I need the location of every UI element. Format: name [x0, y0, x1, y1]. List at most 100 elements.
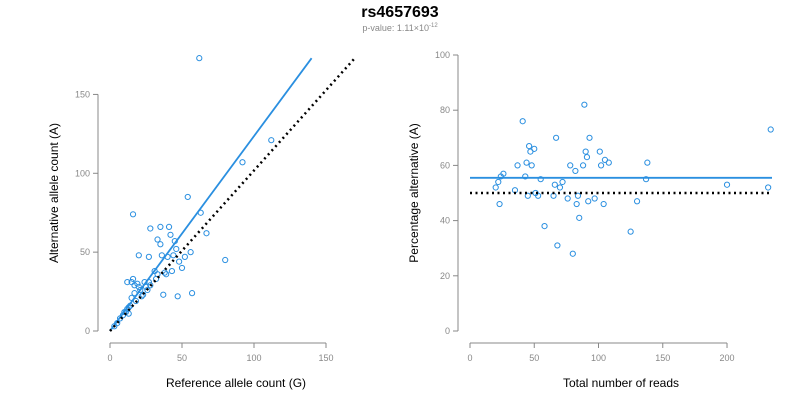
chart-subtitle: p-value: 1.11×10-12 [0, 23, 800, 33]
data-point [268, 137, 275, 144]
p-value-text: p-value: 1.11×10 [362, 23, 429, 33]
data-point [519, 118, 526, 125]
data-point [597, 162, 605, 169]
x-tick-label: 200 [720, 353, 735, 363]
data-point [567, 162, 574, 169]
data-point [173, 245, 180, 253]
data-point [167, 231, 174, 238]
data-point [174, 293, 181, 300]
data-point [524, 192, 531, 199]
data-point [582, 148, 589, 155]
data-point [576, 214, 583, 221]
data-point [124, 279, 131, 286]
data-point [526, 142, 533, 150]
y-tick-label: 150 [75, 89, 90, 99]
data-point [537, 176, 544, 183]
data-point [574, 192, 582, 199]
y-tick-label: 100 [435, 50, 450, 60]
chart-title: rs4657693 [361, 4, 439, 21]
data-point [642, 176, 650, 183]
data-point [523, 159, 530, 166]
data-point [196, 55, 203, 62]
data-point [553, 134, 560, 141]
data-point [129, 211, 137, 218]
data-point [140, 291, 147, 298]
data-point [154, 236, 161, 243]
data-point [644, 159, 651, 166]
data-point [551, 181, 558, 188]
plot-allele-counts: 0 50 100 150 0 50 100 150 Reference allele count… [47, 55, 356, 390]
data-point [528, 162, 535, 169]
data-point [158, 252, 165, 259]
data-point [586, 134, 593, 141]
x-tick-label: 50 [177, 353, 187, 363]
data-point [222, 256, 229, 264]
data-point [600, 200, 607, 208]
data-point [765, 184, 772, 191]
data-point [176, 258, 183, 265]
data-point [138, 293, 145, 300]
y-tick-label: 50 [80, 247, 90, 257]
data-point [596, 148, 603, 155]
data-point [178, 264, 186, 272]
data-point [514, 162, 521, 169]
y-axis-title: Alternative allele count (A) [47, 123, 61, 263]
data-point [132, 297, 140, 305]
x-tick-label: 0 [107, 353, 112, 363]
fit-line [109, 57, 313, 332]
x-tick-label: 0 [467, 353, 472, 363]
data-point [203, 230, 210, 237]
x-axis-title: Reference allele count (G) [166, 376, 306, 390]
data-point [188, 290, 196, 297]
data-point [492, 184, 499, 191]
data-point [239, 159, 246, 166]
data-point [157, 223, 164, 231]
data-point [145, 253, 152, 260]
data-point [157, 241, 164, 248]
y-tick-label: 80 [440, 105, 450, 115]
data-point [129, 275, 137, 283]
x-axis-title: Total number of reads [563, 376, 679, 390]
y-axis-title: Percentage alternative (A) [407, 123, 421, 262]
y-tick-label: 40 [440, 216, 450, 226]
x-tick-label: 100 [591, 353, 606, 363]
data-point [163, 271, 170, 278]
data-point [184, 193, 191, 201]
data-point [579, 162, 587, 169]
data-point [541, 223, 548, 230]
x-tick-label: 150 [318, 353, 333, 363]
data-point [583, 154, 591, 161]
data-point [633, 198, 641, 205]
y-tick-label: 0 [85, 326, 90, 336]
data-point [535, 192, 542, 199]
data-point [605, 159, 612, 166]
data-point [569, 250, 576, 257]
data-point [135, 252, 142, 259]
data-point [147, 225, 154, 232]
data-point [154, 271, 161, 278]
data-point [137, 286, 144, 294]
data-point [168, 267, 176, 275]
p-value-exponent: -12 [428, 23, 438, 29]
data-point [131, 282, 138, 289]
data-point [581, 101, 588, 108]
data-point [144, 286, 151, 294]
x-tick-label: 150 [655, 353, 670, 363]
data-point [723, 181, 731, 188]
data-point [181, 253, 188, 260]
data-point [559, 178, 566, 186]
y-tick-label: 60 [440, 160, 450, 170]
data-point [573, 200, 580, 208]
data-point [554, 242, 561, 249]
data-point [767, 126, 774, 133]
data-point [572, 167, 579, 175]
data-point [160, 291, 167, 298]
y-tick-label: 20 [440, 271, 450, 281]
data-point [495, 178, 502, 186]
y-tick-label: 100 [75, 168, 90, 178]
data-point [500, 170, 507, 177]
data-point [187, 249, 194, 256]
data-point [531, 145, 538, 152]
reference-line [109, 57, 356, 332]
